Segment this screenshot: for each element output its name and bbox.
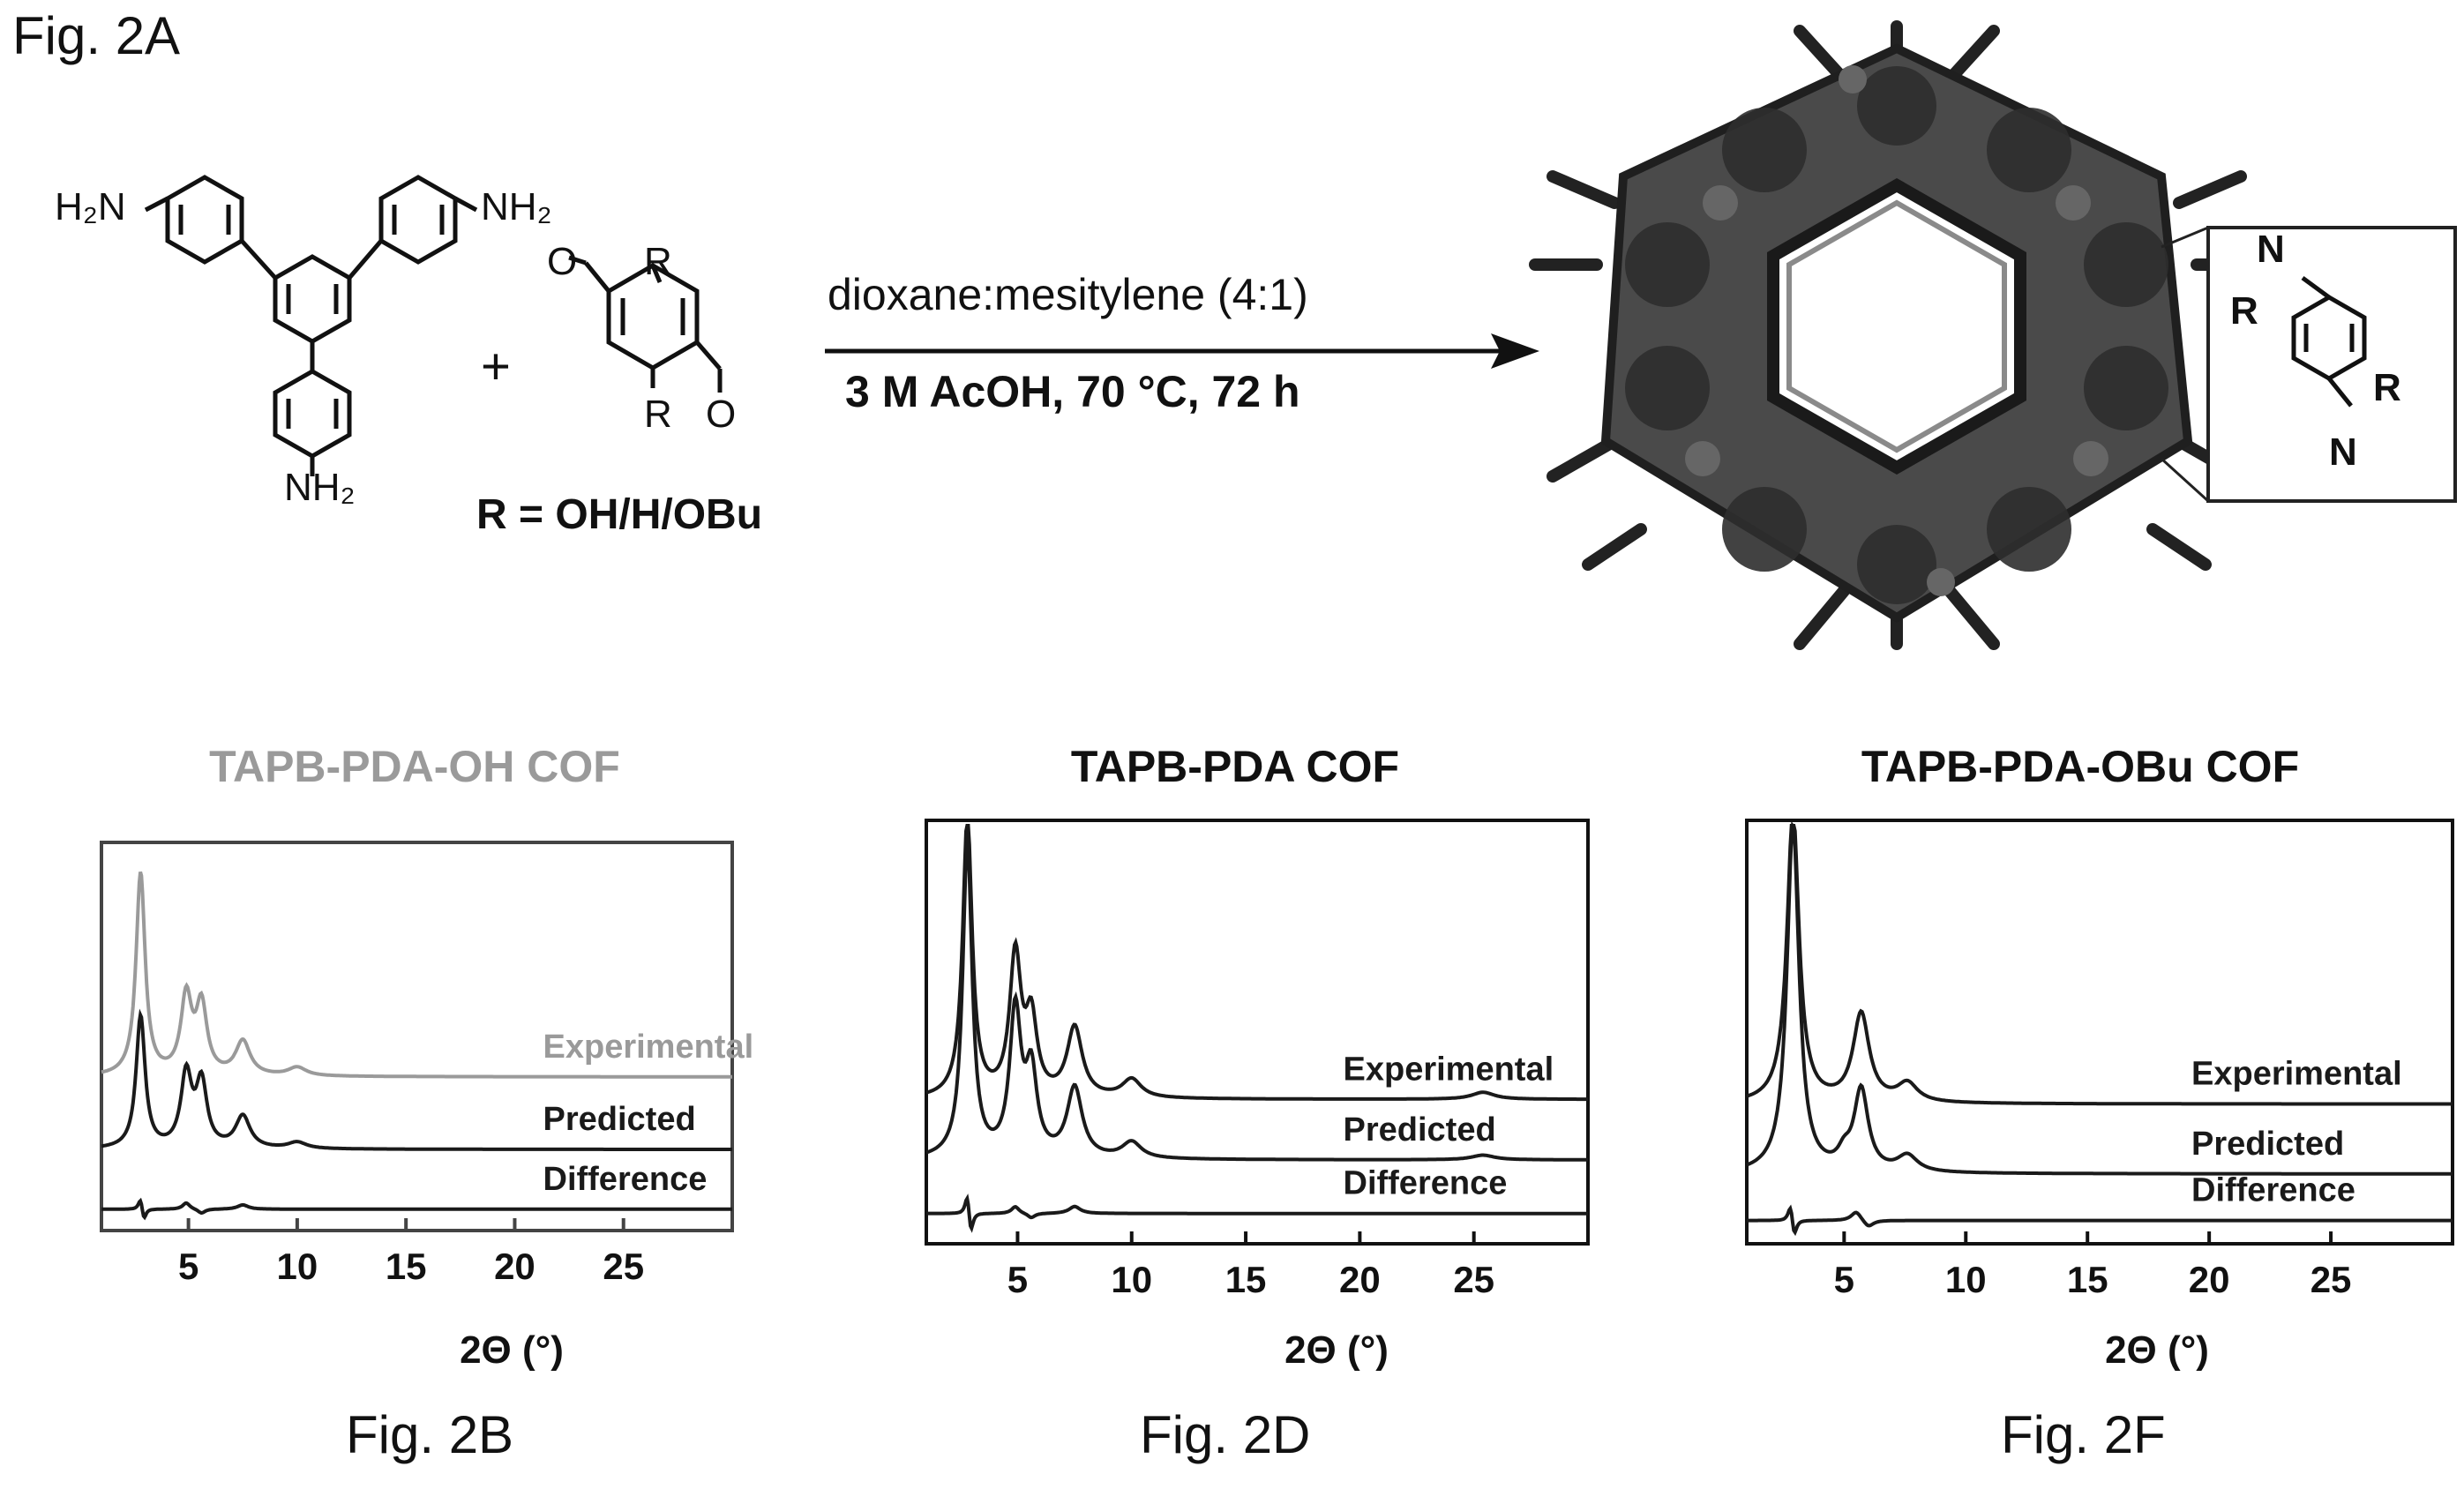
series-label-difference: Difference <box>2191 1172 2355 1209</box>
x-tick-label: 5 <box>178 1246 198 1287</box>
fig-2d-label: Fig. 2D <box>1140 1405 1311 1464</box>
series-line-difference <box>1747 1204 2453 1237</box>
x-tick-label: 10 <box>1111 1259 1152 1300</box>
panel-title-oh: TAPB-PDA-OH COF <box>209 742 620 791</box>
series-label-predicted: Predicted <box>543 1101 696 1138</box>
inset-r-right: R <box>2373 366 2401 409</box>
reaction-arrow <box>825 333 1539 369</box>
x-tick-label: 20 <box>1339 1259 1381 1300</box>
series-line-experimental <box>101 871 732 1079</box>
x-tick-label: 15 <box>386 1246 427 1287</box>
series-line-predicted <box>925 842 1588 1162</box>
x-tick-label: 25 <box>2310 1259 2352 1300</box>
conditions-bottom: 3 M AcOH, 70 °C, 72 h <box>845 367 1300 416</box>
x-axis-label: 2Θ (°) <box>1284 1328 1389 1372</box>
series-line-difference <box>926 1193 1588 1233</box>
x-tick-label: 15 <box>1225 1259 1267 1300</box>
aldehyde-r-top: R <box>644 240 672 283</box>
x-tick-label: 15 <box>2067 1259 2108 1300</box>
inset-n-bottom: N <box>2329 430 2357 474</box>
series-label-experimental: Experimental <box>2191 1056 2402 1093</box>
r-definition: R = OH/H/OBu <box>476 491 763 538</box>
series-line-experimental <box>1746 824 2453 1106</box>
plot-frame <box>925 819 1590 1246</box>
chart-tapb-pda: Experimental Predicted Difference 5 10 15 20 25… <box>925 819 1590 1372</box>
x-tick-label: 20 <box>2189 1259 2230 1300</box>
series-line-difference <box>101 1197 732 1221</box>
fig-2b-label: Fig. 2B <box>346 1405 514 1464</box>
inset-box <box>2160 226 2457 503</box>
amine-label-right: NH₂ <box>481 185 552 228</box>
panel-title-pda: TAPB-PDA COF <box>1070 742 1400 791</box>
aldehyde-r-bottom: R <box>644 393 672 436</box>
series-label-difference: Difference <box>543 1161 708 1198</box>
aldehyde-oxygen-bottom: O <box>706 393 737 436</box>
x-tick-label: 10 <box>277 1246 318 1287</box>
x-axis-label: 2Θ (°) <box>460 1328 564 1372</box>
plot-frame <box>1745 819 2454 1246</box>
amine-label-left: H₂N <box>55 185 126 228</box>
amine-label-bottom: NH₂ <box>284 466 356 509</box>
series-label-predicted: Predicted <box>2191 1126 2344 1163</box>
series-label-predicted: Predicted <box>1344 1111 1496 1149</box>
x-tick-label: 5 <box>1007 1259 1028 1300</box>
inset-n-top: N <box>2257 228 2285 271</box>
series-label-experimental: Experimental <box>543 1029 754 1066</box>
x-tick-label: 20 <box>494 1246 535 1287</box>
plot-frame <box>100 841 734 1232</box>
series-label-experimental: Experimental <box>1344 1051 1554 1088</box>
conditions-top: dioxane:mesitylene (4:1) <box>828 270 1308 319</box>
fig-2a-label: Fig. 2A <box>12 6 181 65</box>
series-line-predicted <box>101 1008 732 1151</box>
fig-2f-label: Fig. 2F <box>2001 1405 2166 1464</box>
x-axis-label: 2Θ (°) <box>2105 1328 2209 1372</box>
x-tick-label: 25 <box>1453 1259 1494 1300</box>
series-label-difference: Difference <box>1344 1165 1508 1202</box>
plus-sign: + <box>481 338 511 395</box>
panel-title-obu: TAPB-PDA-OBu COF <box>1861 742 2300 791</box>
tapb-structure <box>144 175 478 476</box>
series-line-experimental <box>925 824 1588 1102</box>
x-tick-label: 25 <box>603 1246 644 1287</box>
x-tick-label: 10 <box>1945 1259 1987 1300</box>
cof-pore-illustration <box>1529 20 2265 650</box>
chart-tapb-pda-obu: Experimental Predicted Difference 5 10 15 20 25… <box>1745 819 2454 1372</box>
reaction-scheme <box>144 20 2457 650</box>
pda-structure <box>568 255 723 393</box>
aldehyde-oxygen-top: O <box>547 240 578 283</box>
inset-r-left: R <box>2230 289 2258 333</box>
x-tick-label: 5 <box>1834 1259 1854 1300</box>
series-line-predicted <box>1746 820 2453 1176</box>
chart-tapb-pda-oh: Experimental Predicted Difference 5 10 15 20 25… <box>100 841 754 1372</box>
